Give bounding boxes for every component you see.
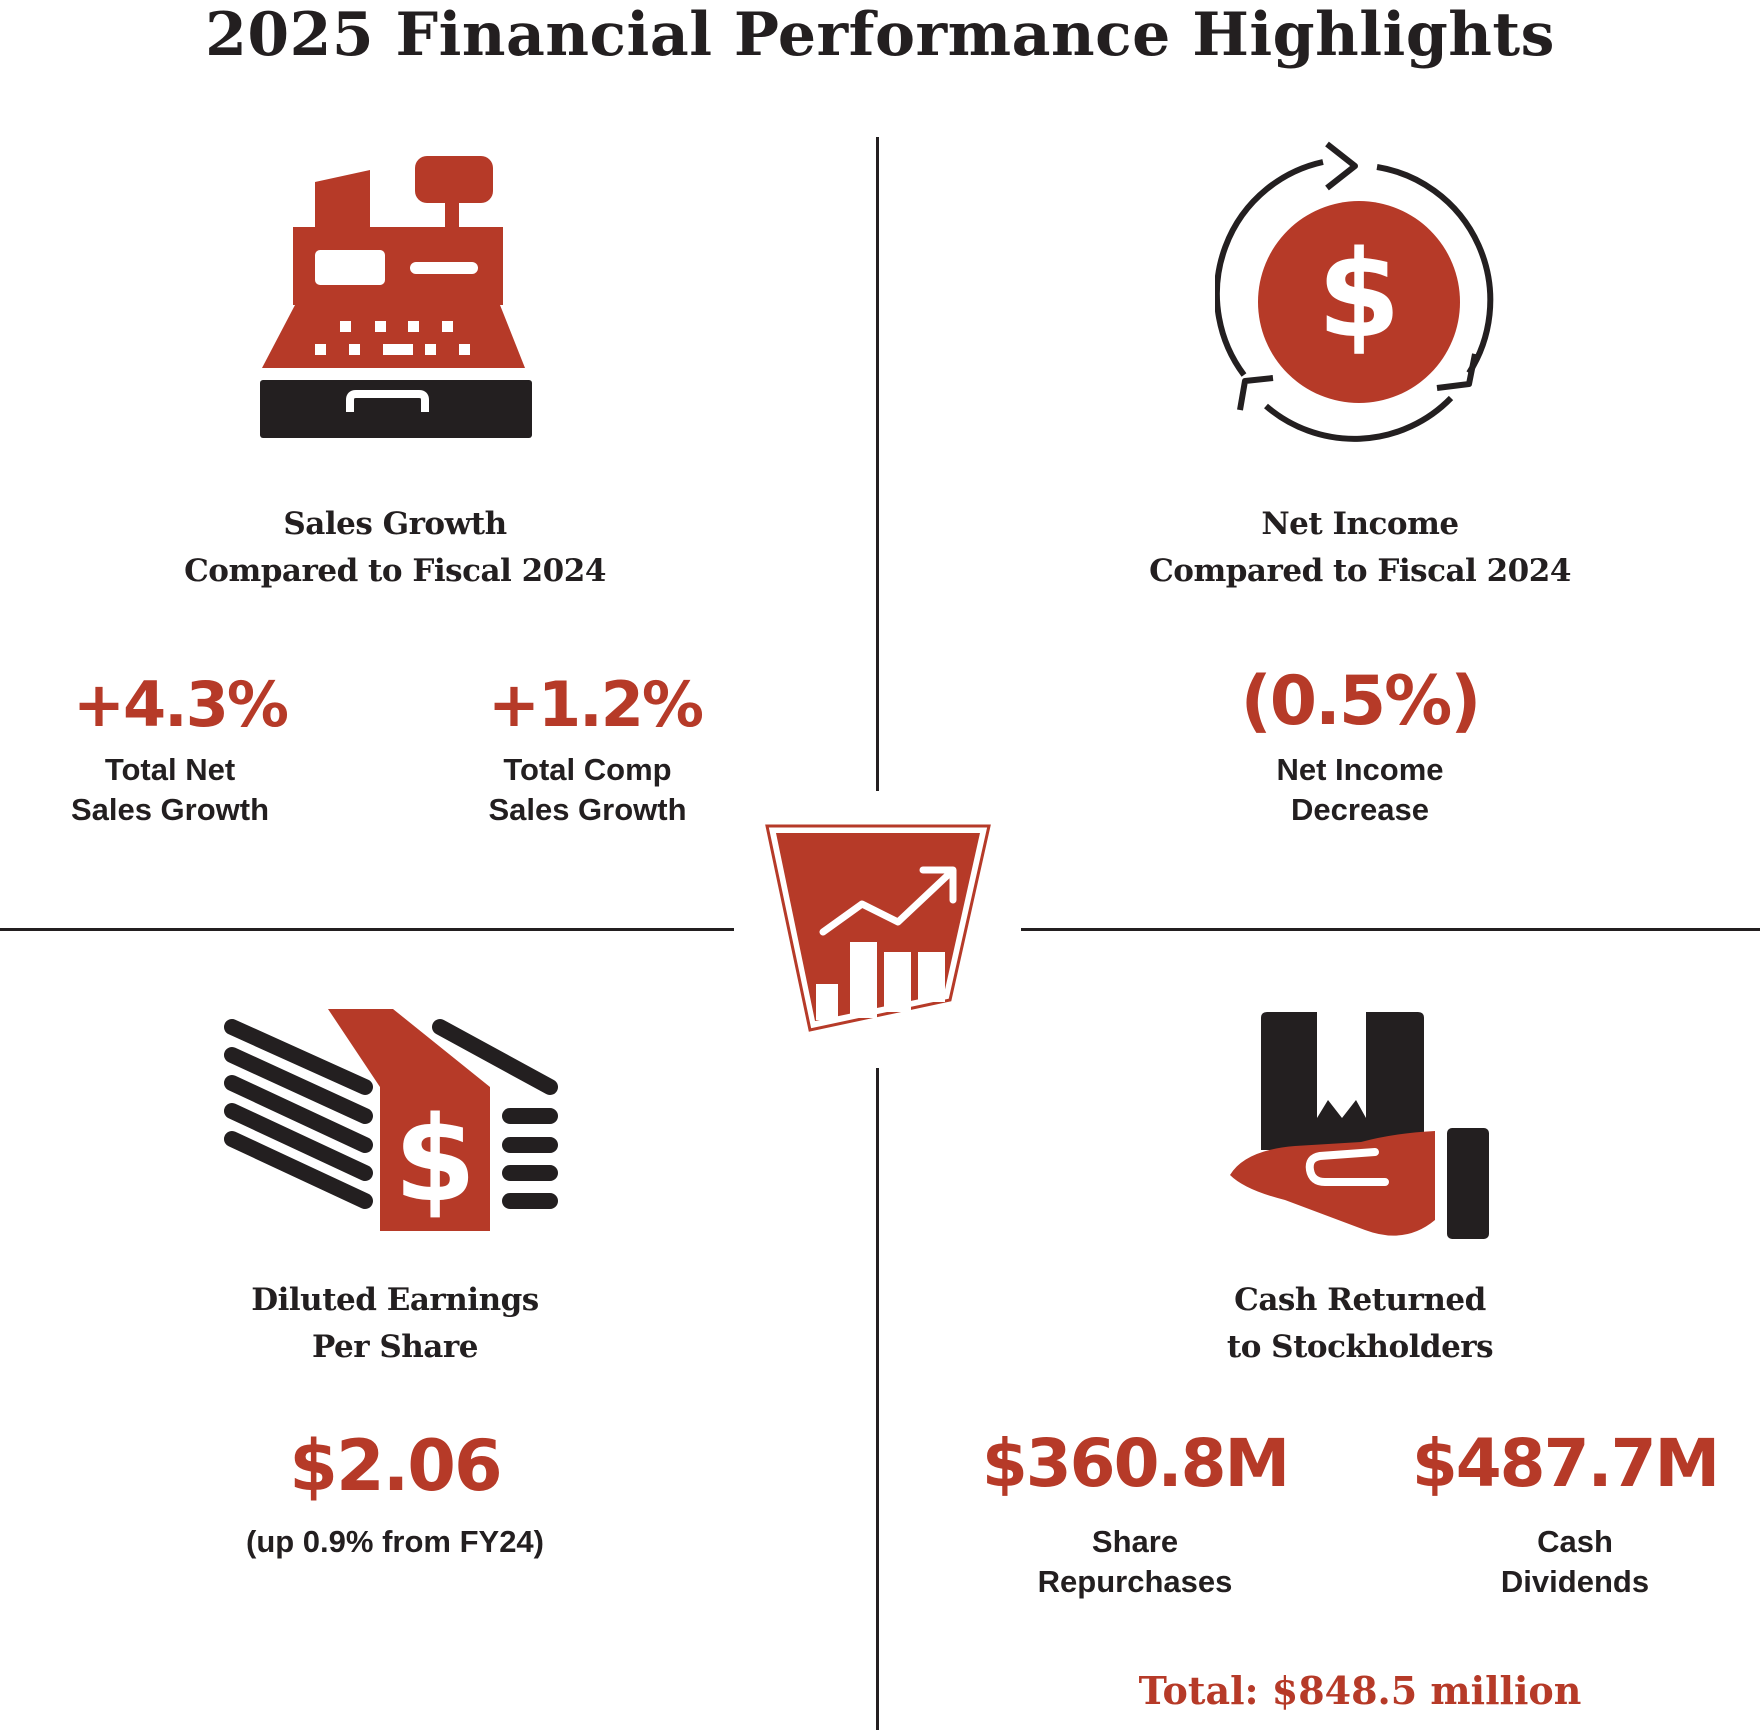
sales-heading-line1: Sales Growth [283,506,507,542]
cash-dividends-value: $487.7M [1411,1425,1720,1502]
net-income-heading: Net Income Compared to Fiscal 2024 [1055,501,1665,595]
total-net-sales-growth-value: +4.3% [73,668,289,741]
metric-label-line2: Sales Growth [488,792,687,827]
sales-growth-heading: Sales Growth Compared to Fiscal 2024 [90,501,700,595]
net-income-value: (0.5%) [1240,662,1482,741]
metric-label-line1: Total Comp [503,752,672,787]
net-income-heading-line1: Net Income [1261,506,1459,542]
vertical-divider-top [876,137,879,791]
metric-label-line1: Net Income [1276,752,1444,787]
net-income-label: Net Income Decrease [1210,750,1510,830]
cash-register-icon [260,156,532,438]
total-comp-sales-growth-label: Total Comp Sales Growth [445,750,730,830]
metric-label-line2: Repurchases [1037,1564,1233,1599]
metric-label-line1: Total Net [104,752,236,787]
cash-dividends-label: Cash Dividends [1425,1522,1725,1602]
eps-heading: Diluted Earnings Per Share [90,1277,700,1371]
cash-returned-heading-line2: to Stockholders [1226,1329,1494,1365]
metric-label-line2: Sales Growth [70,792,270,827]
metric-label-line1: Cash [1537,1524,1613,1559]
cash-returned-total: Total: $848.5 million [1138,1668,1582,1713]
sales-heading-line2: Compared to Fiscal 2024 [184,553,606,589]
share-repurchases-label: Share Repurchases [985,1522,1285,1602]
vertical-divider-bottom [876,1068,879,1730]
page-title: 2025 Financial Performance Highlights [205,0,1555,70]
eps-value: $2.06 [289,1425,502,1507]
metric-label-line1: Share [1091,1524,1179,1559]
cash-returned-heading: Cash Returned to Stockholders [1055,1277,1665,1371]
growth-chart-badge-icon [765,824,991,1032]
dollar-cycle-icon: $ [1215,141,1494,442]
eps-note: (up 0.9% from FY24) [246,1524,544,1559]
cash-returned-heading-line1: Cash Returned [1234,1282,1486,1318]
total-net-sales-growth-label: Total Net Sales Growth [30,750,310,830]
svg-text:$: $ [1317,226,1401,365]
eps-heading-line2: Per Share [312,1329,478,1365]
money-stack-icon: $ [224,1009,558,1231]
svg-text:$: $ [394,1090,476,1228]
metric-label-line2: Dividends [1500,1564,1650,1599]
total-comp-sales-growth-value: +1.2% [488,668,704,741]
net-income-heading-line2: Compared to Fiscal 2024 [1149,553,1571,589]
share-repurchases-value: $360.8M [981,1425,1290,1502]
hand-holding-box-icon [1230,1012,1489,1239]
horizontal-divider-right [1021,928,1760,931]
eps-heading-line1: Diluted Earnings [251,1282,539,1318]
horizontal-divider-left [0,928,734,931]
metric-label-line2: Decrease [1291,792,1429,827]
